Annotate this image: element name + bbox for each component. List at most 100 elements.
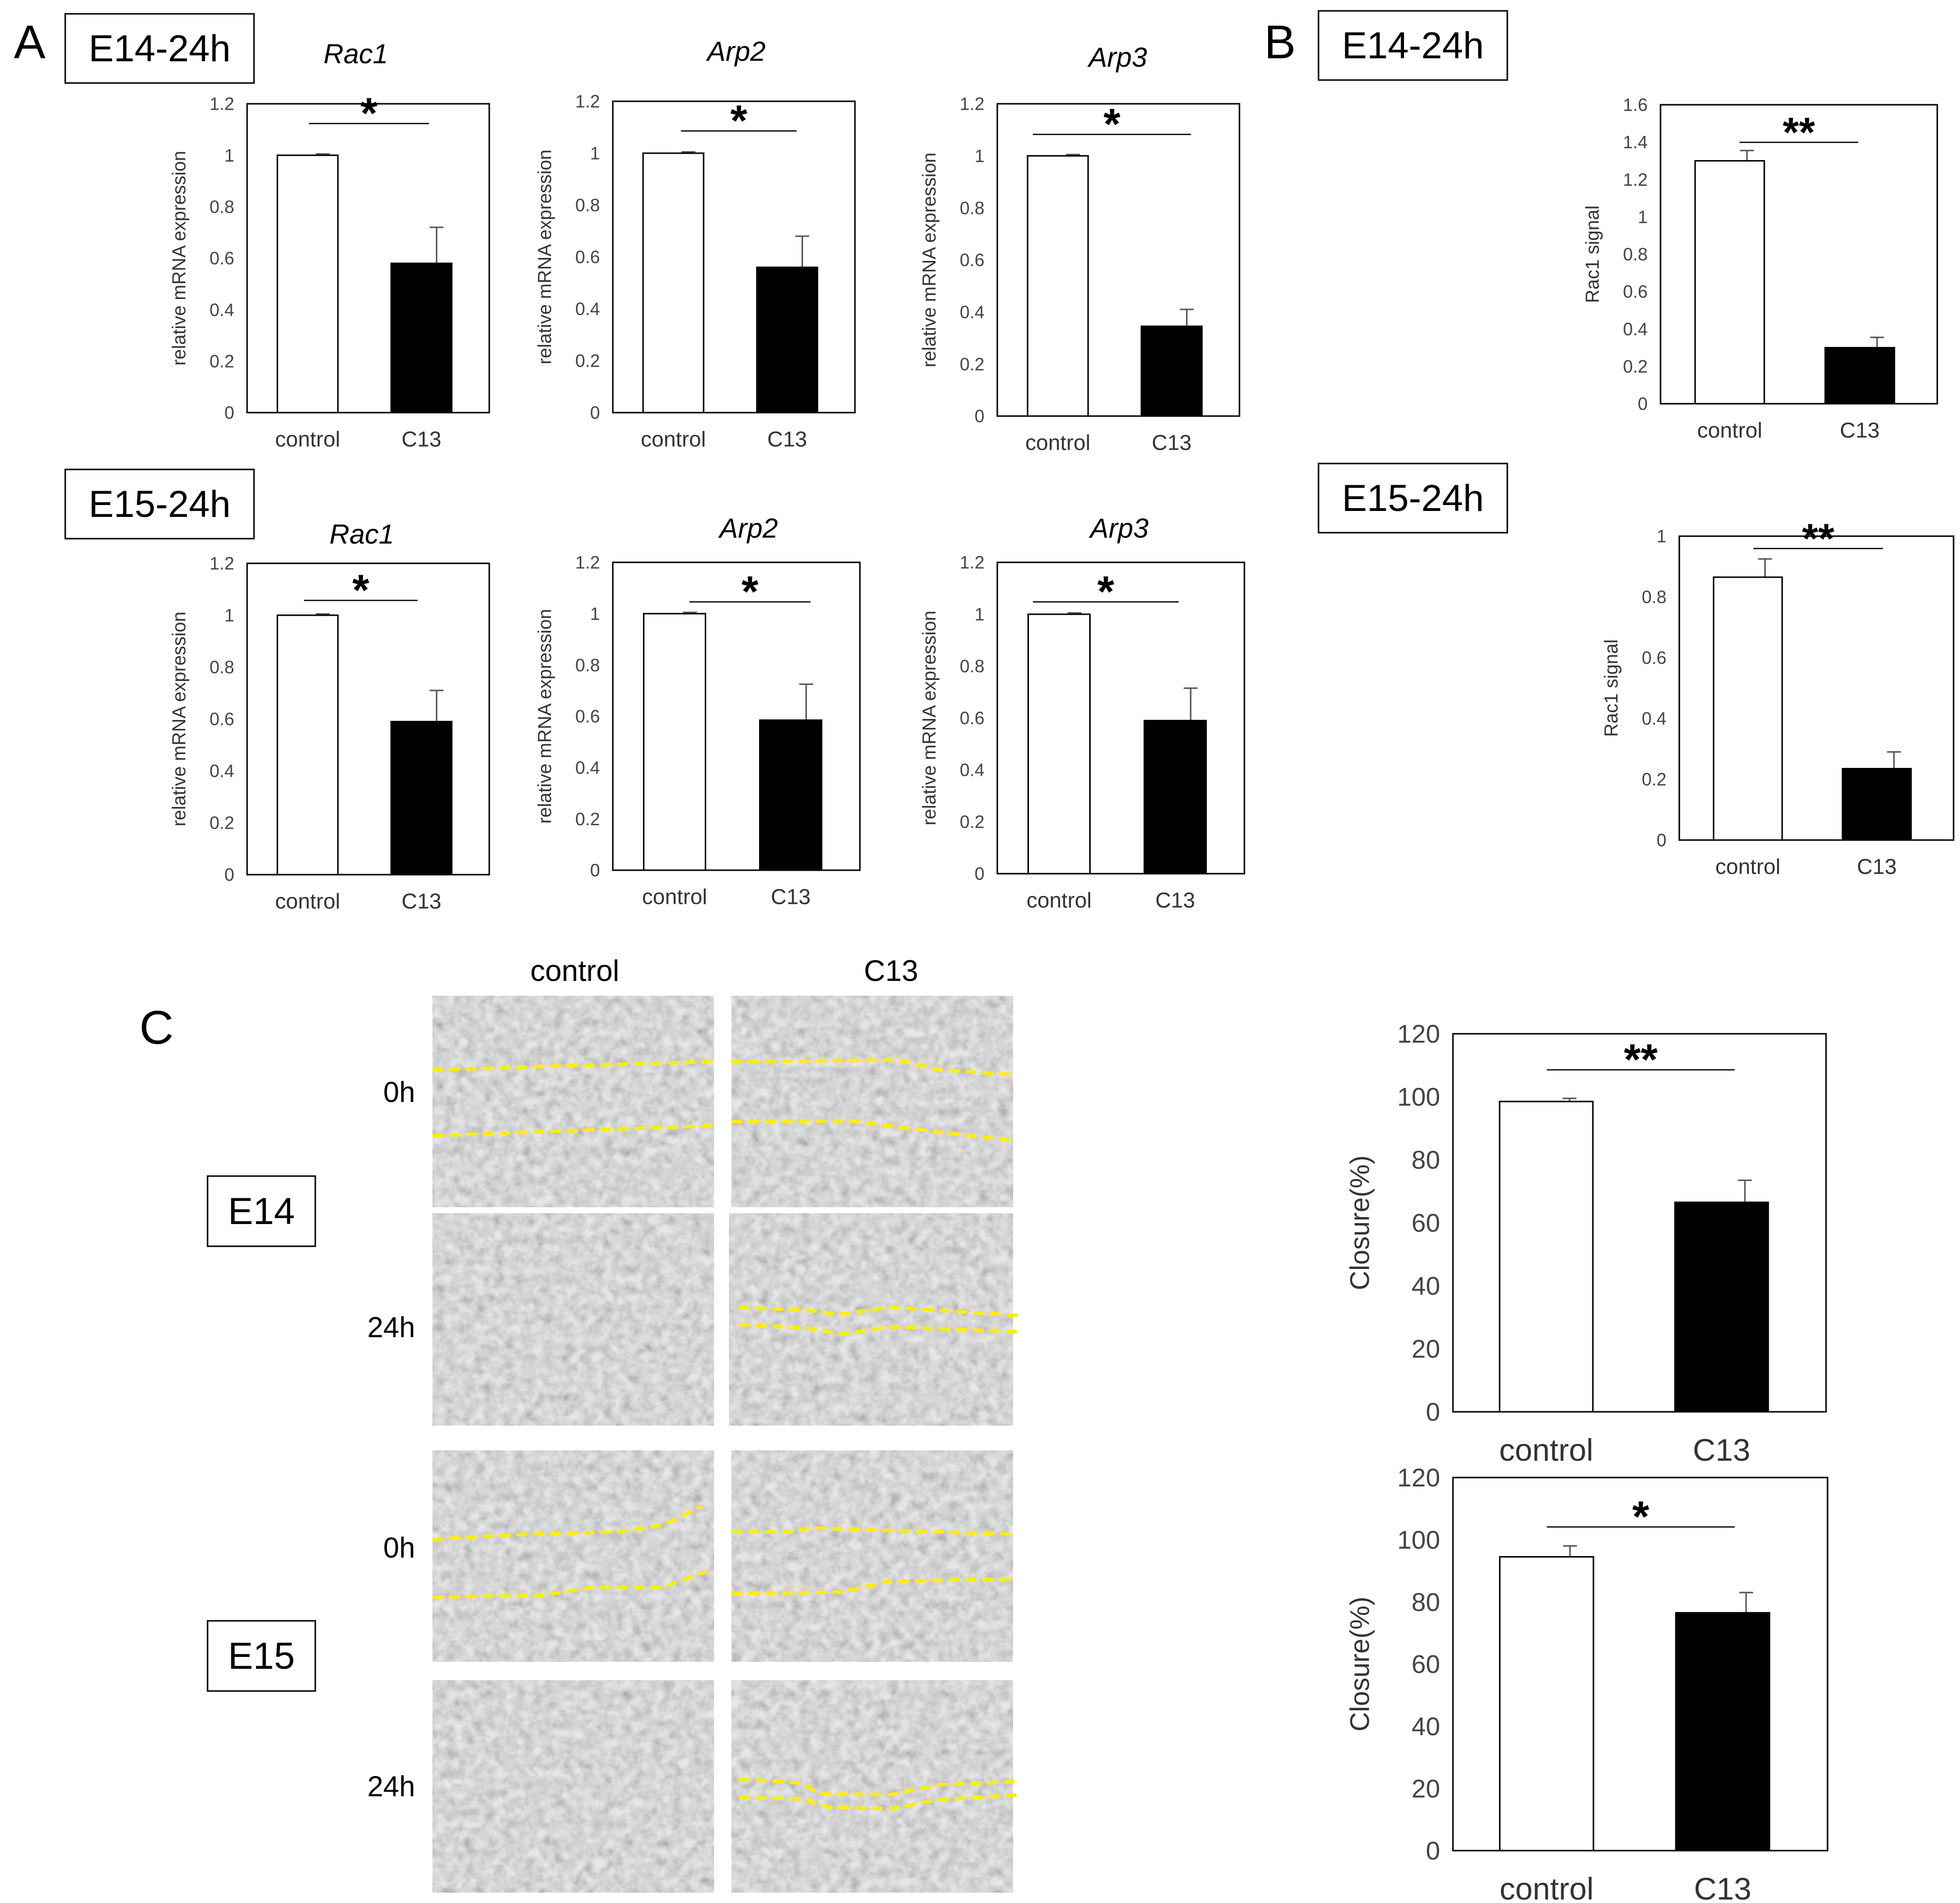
y-tick-label: 0 xyxy=(1426,1398,1440,1427)
bar-c13 xyxy=(1824,347,1895,405)
wound-edge-line xyxy=(731,1119,1014,1142)
chart-title: Rac1 xyxy=(330,518,394,550)
y-tick-label: 1.2 xyxy=(1623,169,1648,190)
chart-title: Rac1 xyxy=(324,38,388,69)
micrograph-texture xyxy=(432,1213,714,1426)
micrograph-tile-1 xyxy=(432,996,715,1207)
y-tick-label: 0.2 xyxy=(575,351,600,371)
micrograph-texture xyxy=(432,996,714,1207)
bar-c13 xyxy=(1141,325,1203,417)
y-tick-label: 0.2 xyxy=(1642,769,1666,790)
y-tick-label: 80 xyxy=(1411,1588,1440,1617)
significance-marker: * xyxy=(1097,567,1114,616)
significance-marker: * xyxy=(360,88,378,137)
chart-2: 0 0.2 0.4 0.6 0.8 1 1.2 relative mRNA expressio… xyxy=(535,36,856,451)
y-axis-label: Closure(%) xyxy=(1345,1597,1375,1732)
y-tick-label: 0.2 xyxy=(960,812,984,832)
micrograph-tile-2 xyxy=(731,996,1014,1207)
y-tick-label: 0.6 xyxy=(575,247,600,267)
y-tick-label: 1 xyxy=(975,604,984,625)
label-box-a-e15-text: E15-24h xyxy=(88,483,230,525)
y-tick-label: 0.2 xyxy=(210,813,234,833)
y-tick-label: 0.6 xyxy=(960,250,984,270)
bar-control xyxy=(1498,1100,1594,1413)
y-tick-label: 20 xyxy=(1411,1775,1440,1803)
micrograph-texture xyxy=(731,1680,1013,1893)
micrograph-texture xyxy=(731,1450,1013,1662)
plot-frame xyxy=(1678,535,1955,841)
bar-c13 xyxy=(1841,767,1912,841)
y-axis-label: Rac1 signal xyxy=(1601,639,1622,737)
plot-frame xyxy=(1452,1477,1829,1852)
significance-marker: ** xyxy=(1802,515,1834,561)
y-tick-label: 0.8 xyxy=(1642,587,1666,607)
x-category-label: C13 xyxy=(767,427,808,451)
chart-title: Arp2 xyxy=(706,36,766,67)
micrograph-row-label-e15-0h: 0h xyxy=(383,1532,415,1564)
micrograph-grid xyxy=(432,996,1019,1893)
bar-control xyxy=(276,614,339,876)
significance-marker: * xyxy=(741,567,759,616)
x-category-label: C13 xyxy=(402,889,442,913)
chart-4: 0 0.2 0.4 0.6 0.8 1 1.2 relative mRNA expressio… xyxy=(169,518,490,913)
chart-9: 0 20 40 60 80 100 120 Closure(%) control C13 ** xyxy=(1345,1020,1827,1468)
label-box-c-e14: E14 xyxy=(207,1175,316,1247)
y-tick-label: 1 xyxy=(224,145,234,166)
wound-edge-line xyxy=(432,1124,715,1138)
y-tick-label: 0.8 xyxy=(575,655,600,675)
y-tick-label: 0 xyxy=(975,864,984,884)
plot-frame xyxy=(246,103,490,414)
chart-3: 0 0.2 0.4 0.6 0.8 1 1.2 relative mRNA expressio… xyxy=(919,42,1240,455)
wound-edge-line xyxy=(738,1305,1019,1317)
y-tick-label: 1.2 xyxy=(960,552,984,573)
micrograph-texture xyxy=(729,1213,1013,1426)
y-tick-label: 0.4 xyxy=(960,302,984,322)
y-axis-label: relative mRNA expression xyxy=(919,153,940,368)
y-tick-label: 0.2 xyxy=(575,809,600,829)
chart-8: 0 0.2 0.4 0.6 0.8 1 Rac1 signal control C13 ** xyxy=(1601,515,1955,879)
label-box-a-e14-text: E14-24h xyxy=(88,28,230,70)
panel-letter-a: A xyxy=(14,16,45,69)
label-box-b-e15-text: E15-24h xyxy=(1342,477,1484,519)
micrograph-texture xyxy=(731,996,1013,1207)
y-tick-label: 0.6 xyxy=(1623,282,1648,302)
y-tick-label: 120 xyxy=(1397,1464,1440,1492)
label-box-c-e14-text: E14 xyxy=(228,1190,295,1232)
y-tick-label: 60 xyxy=(1411,1209,1440,1238)
y-tick-label: 1 xyxy=(224,605,234,626)
chart-title: Arp3 xyxy=(1089,512,1149,544)
y-tick-label: 1.2 xyxy=(210,553,234,574)
y-tick-label: 1.2 xyxy=(575,552,600,573)
x-category-label: control xyxy=(641,427,706,451)
y-tick-label: 0.4 xyxy=(210,299,234,320)
charts: 0 0.2 0.4 0.6 0.8 1 1.2 relative mRNA expressio… xyxy=(169,36,1955,1903)
y-tick-label: 1 xyxy=(1638,207,1648,227)
y-tick-label: 0.6 xyxy=(210,709,234,729)
bar-control xyxy=(643,613,706,871)
x-category-label: control xyxy=(275,889,341,913)
y-tick-label: 1.4 xyxy=(1623,132,1648,152)
bar-control xyxy=(1026,155,1089,417)
y-tick-label: 0.8 xyxy=(575,195,600,215)
y-tick-label: 0.4 xyxy=(960,760,984,780)
bar-c13 xyxy=(759,719,822,871)
significance-marker: * xyxy=(1104,99,1121,148)
significance-marker: * xyxy=(1632,1492,1650,1541)
plot-frame xyxy=(246,562,490,876)
x-category-label: control xyxy=(1025,430,1091,455)
chart-5: 0 0.2 0.4 0.6 0.8 1 1.2 relative mRNA expressio… xyxy=(535,512,861,909)
bar-c13 xyxy=(1674,1201,1769,1413)
y-tick-label: 0.8 xyxy=(960,198,984,218)
x-category-label: C13 xyxy=(1152,430,1192,455)
plot-frame xyxy=(1660,104,1938,405)
panel-letter-c: C xyxy=(139,1001,173,1054)
x-category-label: control xyxy=(1715,854,1781,879)
micrograph-tile-8 xyxy=(731,1680,1019,1893)
y-tick-label: 0.8 xyxy=(1623,244,1648,264)
y-tick-label: 0.6 xyxy=(1642,648,1666,668)
bar-c13 xyxy=(756,266,818,414)
bar-c13 xyxy=(1144,719,1207,875)
x-category-label: control xyxy=(1499,1433,1593,1468)
micrograph-tile-6 xyxy=(731,1450,1014,1662)
